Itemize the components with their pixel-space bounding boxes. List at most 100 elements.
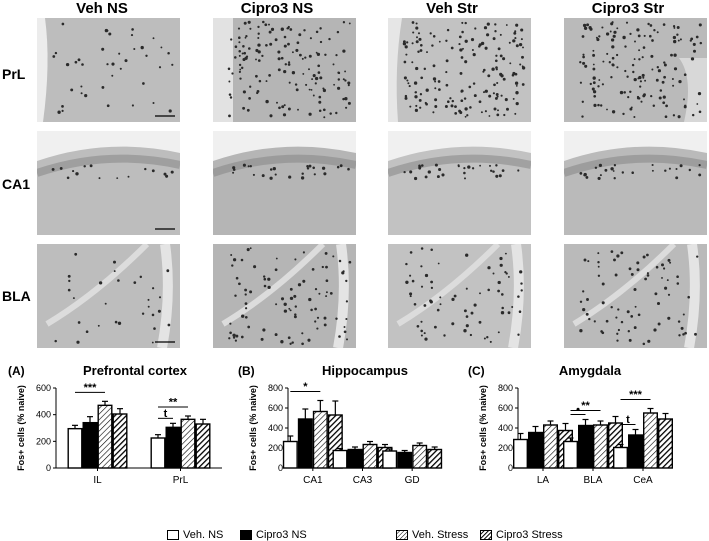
bar-veh-stress	[312, 410, 328, 469]
legend-label: Cipro3 NS	[256, 529, 307, 541]
chart-panel-2: (B) Hippocampus Fos+ cells (% naive) 0 200 40…	[238, 363, 443, 486]
significance-label: ***	[629, 389, 643, 401]
legend-item: Veh. Stress	[396, 529, 468, 541]
bar-cipro3-ns	[528, 431, 544, 469]
bar-cipro3-stress	[658, 418, 674, 469]
bar-veh-ns	[67, 427, 83, 469]
micrograph-image	[37, 131, 180, 235]
bar-cipro3-ns	[628, 434, 644, 469]
micrograph-image	[388, 18, 531, 122]
micrograph-bla-cipro3-ns	[213, 244, 356, 348]
y-tick-label: 200	[498, 443, 513, 453]
bar-veh-ns	[563, 440, 579, 469]
bar-cipro3-stress	[112, 413, 128, 469]
micrograph-image	[213, 244, 356, 348]
legend-item: Veh. NS	[167, 529, 223, 541]
x-tick-label: IL	[93, 475, 102, 486]
bar-cipro3-ns	[165, 426, 181, 469]
y-tick-label: 400	[268, 423, 283, 433]
bar-veh-ns	[150, 437, 166, 469]
y-tick-label: 0	[508, 463, 513, 473]
micrograph-image	[213, 18, 356, 122]
bar-veh-ns	[282, 440, 298, 469]
chart-panel-1: (A) Prefrontal cortex Fos+ cells (% naive)…	[8, 363, 222, 486]
y-tick-label: 800	[498, 383, 513, 393]
legend-label: Cipro3 Stress	[496, 529, 563, 541]
panel-label: (C)	[468, 364, 485, 378]
chart-title: Hippocampus	[322, 363, 408, 378]
chart-panel-3: (C) Amygdala Fos+ cells (% naive) 0 200 400 60…	[468, 363, 674, 486]
y-tick-label: 600	[36, 383, 51, 393]
micrograph-ca1-veh-ns	[37, 131, 180, 235]
column-header-veh-str: Veh Str	[426, 0, 478, 17]
micrograph-bla-veh-ns	[37, 244, 180, 348]
bar-veh-stress	[97, 404, 113, 469]
micrograph-image	[37, 244, 180, 348]
micrograph-image	[564, 131, 707, 235]
y-tick-label: 0	[46, 463, 51, 473]
chart-title: Prefrontal cortex	[83, 363, 188, 378]
micrograph-prl-cipro3-ns	[213, 18, 356, 122]
micrograph-image	[213, 131, 356, 235]
legend-swatch	[396, 530, 408, 540]
bar-cipro3-ns	[347, 448, 363, 469]
y-axis-label: Fos+ cells (% naive)	[248, 385, 258, 471]
legend-label: Veh. Stress	[412, 529, 469, 541]
bar-veh-stress	[593, 424, 609, 469]
bar-cipro3-ns	[397, 451, 413, 469]
significance-label: *	[303, 381, 308, 393]
y-tick-label: 200	[268, 443, 283, 453]
legend-item: Cipro3 Stress	[480, 529, 563, 541]
column-header-veh-ns: Veh NS	[76, 0, 128, 17]
micrograph-ca1-cipro3-ns	[213, 131, 356, 235]
column-header-cipro3-ns: Cipro3 NS	[240, 0, 314, 17]
micrograph-image	[388, 131, 531, 235]
micrograph-prl-veh-ns	[37, 18, 180, 122]
y-tick-label: 400	[498, 423, 513, 433]
significance-label: **	[169, 397, 178, 409]
x-tick-label: BLA	[584, 475, 603, 486]
bar-cipro3-stress	[427, 448, 443, 469]
panel-label: (B)	[238, 364, 255, 378]
micrograph-image	[388, 244, 531, 348]
micrograph-ca1-veh-str	[388, 131, 531, 235]
x-tick-label: PrL	[173, 475, 189, 486]
y-tick-label: 800	[268, 383, 283, 393]
micrograph-ca1-cipro3-str	[564, 131, 707, 235]
chart-title: Amygdala	[559, 363, 622, 378]
bar-cipro3-ns	[297, 418, 313, 469]
micrograph-image	[564, 244, 707, 348]
x-tick-label: CA3	[353, 475, 373, 486]
x-tick-label: CeA	[633, 475, 653, 486]
bar-veh-ns	[382, 450, 398, 469]
bar-veh-stress	[180, 418, 196, 469]
bar-veh-stress	[543, 424, 559, 469]
bar-veh-stress	[362, 443, 378, 469]
y-tick-label: 0	[278, 463, 283, 473]
micrograph-bla-cipro3-str	[564, 244, 707, 348]
x-tick-label: LA	[537, 475, 550, 486]
x-tick-label: CA1	[303, 475, 323, 486]
bar-veh-stress	[643, 412, 659, 469]
bar-charts: (A) Prefrontal cortex Fos+ cells (% naive)…	[8, 363, 674, 486]
significance-label: t	[626, 414, 630, 426]
micrograph-prl-cipro3-str	[564, 18, 707, 122]
row-header-ca1: CA1	[2, 176, 31, 192]
y-axis-label: Fos+ cells (% naive)	[16, 385, 26, 471]
significance-label: ***	[84, 382, 98, 394]
row-header-bla: BLA	[2, 288, 31, 304]
significance-label: t	[164, 408, 168, 420]
legend-swatch	[480, 530, 492, 540]
bar-veh-ns	[513, 438, 529, 469]
y-tick-label: 600	[268, 403, 283, 413]
micrograph-image	[564, 18, 707, 122]
y-tick-label: 600	[498, 403, 513, 413]
legend-label: Veh. NS	[183, 529, 224, 541]
bar-veh-stress	[412, 444, 428, 469]
bar-veh-ns	[613, 446, 629, 469]
bar-cipro3-ns	[578, 424, 594, 469]
y-tick-label: 400	[36, 410, 51, 420]
micrograph-image	[37, 18, 180, 122]
bar-cipro3-stress	[195, 423, 211, 469]
bar-veh-ns	[332, 449, 348, 469]
